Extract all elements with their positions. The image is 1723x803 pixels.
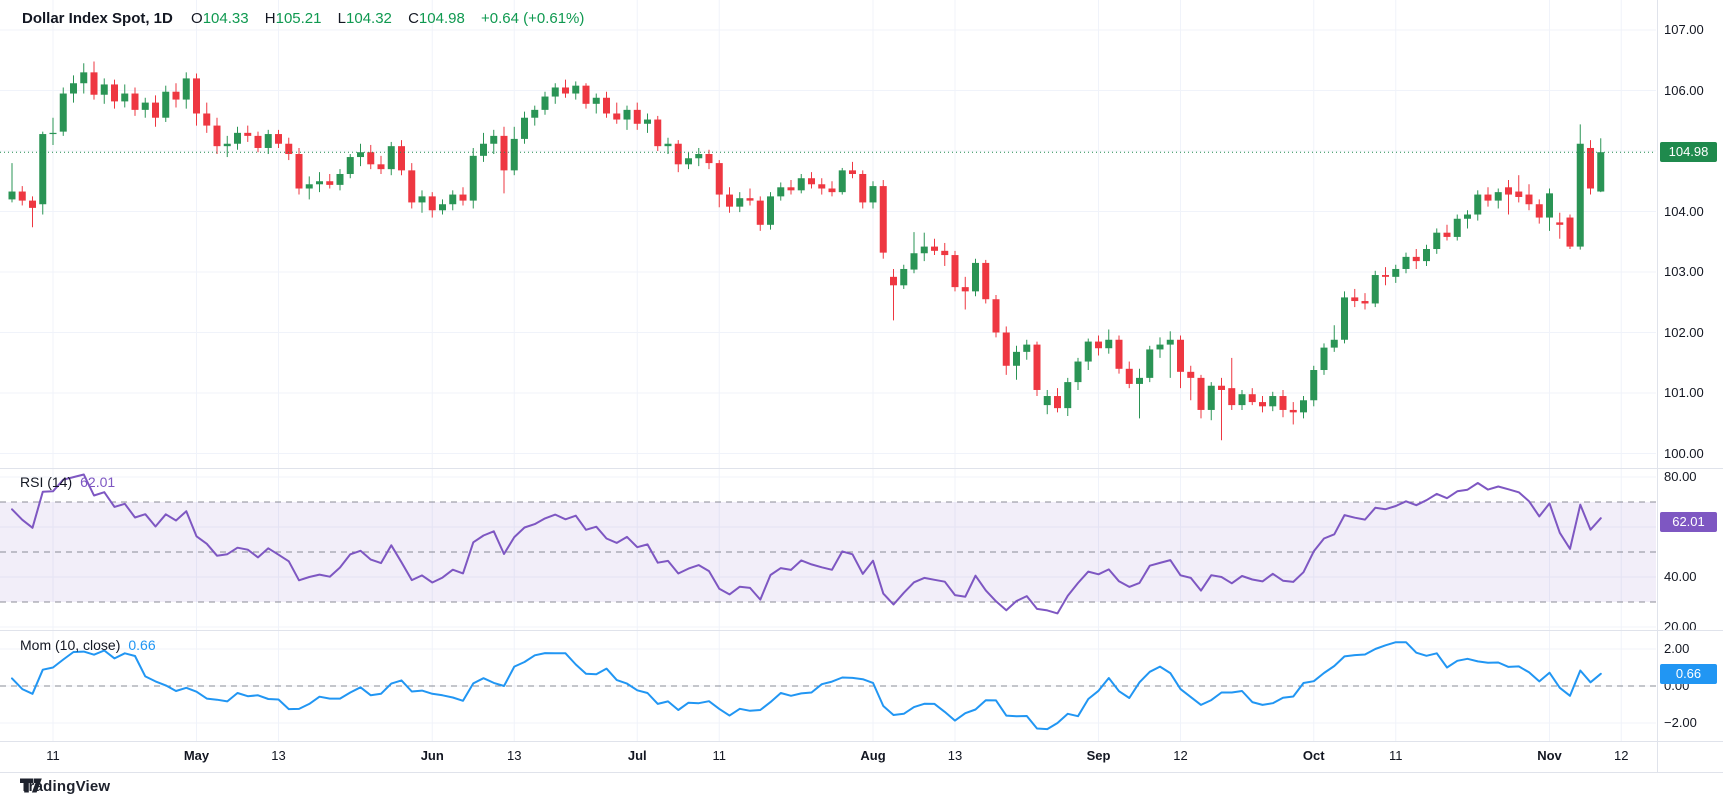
rsi-axis-label: 40.00 (1664, 569, 1697, 584)
mom-value-badge: 0.66 (1660, 663, 1717, 684)
tradingview-brand-text[interactable]: TradingView (20, 778, 111, 795)
price-axis-label: 100.00 (1664, 445, 1704, 461)
price-axis-label: 107.00 (1664, 22, 1704, 37)
chart-plot-area[interactable] (0, 0, 1723, 772)
time-axis-tick: Aug (860, 748, 886, 763)
time-axis-tick: 12 (1173, 748, 1188, 763)
time-axis[interactable]: 11 May 13 Jun 13 Jul 11 Aug 13 Sep 12 Oct 11 Nov 12 (0, 742, 1723, 772)
price-axis-label: 106.00 (1664, 82, 1704, 98)
candles-layer (8, 61, 1605, 441)
time-axis-tick: Sep (1086, 748, 1111, 763)
time-axis-tick: Jul (627, 748, 647, 763)
time-axis-tick: 11 (712, 748, 727, 763)
time-axis-tick: 11 (1389, 748, 1403, 763)
mom-pane-label[interactable]: Mom (10, close) 0.66 (20, 637, 156, 653)
pane-separator-rsi-mom[interactable] (0, 630, 1723, 631)
symbol-header: Dollar Index Spot, 1D O104.33 H105.21 L1… (22, 10, 584, 27)
rsi-indicator-name: RSI (14) (20, 474, 73, 490)
time-axis-tick: 13 (507, 748, 522, 763)
pane-separator-main-rsi[interactable] (0, 468, 1723, 469)
mom-value: 0.66 (128, 637, 156, 653)
time-axis-tick: Jun (420, 748, 444, 763)
time-axis-tick: 13 (271, 748, 286, 763)
last-price-badge: 104.98 (1660, 142, 1717, 163)
time-axis-tick: May (183, 748, 210, 763)
timeaxis-bottom-border (0, 772, 1723, 773)
rsi-value: 62.01 (80, 474, 116, 490)
mom-axis-label: −2.00 (1664, 715, 1697, 730)
price-axis-label: 101.00 (1664, 385, 1704, 400)
symbol-title[interactable]: Dollar Index Spot, 1D (22, 10, 173, 27)
rsi-axis-label: 20.00 (1664, 619, 1697, 634)
time-axis-tick: 11 (46, 748, 60, 763)
mom-indicator-name: Mom (10, close) (20, 637, 121, 653)
price-change: +0.64 (+0.61%) (480, 10, 585, 27)
time-axis-tick: 13 (947, 748, 963, 763)
rsi-pane-label[interactable]: RSI (14) 62.01 (20, 474, 115, 490)
rsi-axis-label: 80.00 (1664, 469, 1697, 484)
ohlc-low: L104.32 (337, 10, 392, 27)
time-axis-tick: Oct (1302, 748, 1325, 763)
price-axis[interactable]: 107.00106.00105.00104.00103.00102.00101.… (1657, 0, 1723, 772)
mom-line (11, 641, 1602, 731)
price-axis-label: 103.00 (1664, 264, 1704, 279)
tradingview-logo-icon (20, 778, 42, 793)
pane-separator-mom-timeaxis (0, 741, 1723, 742)
rsi-line (11, 473, 1602, 615)
ohlc-high: H105.21 (264, 10, 322, 27)
ohlc-open: O104.33 (191, 10, 249, 27)
footer: TradingView (20, 778, 110, 795)
rsi-value-badge: 62.01 (1660, 511, 1717, 532)
price-axis-label: 102.00 (1664, 324, 1704, 340)
time-axis-tick: Nov (1537, 748, 1562, 763)
ohlc-close: C104.98 (408, 10, 465, 27)
time-axis-tick: 12 (1614, 748, 1629, 763)
mom-axis-label: 2.00 (1664, 641, 1690, 656)
price-axis-label: 104.00 (1664, 203, 1704, 219)
